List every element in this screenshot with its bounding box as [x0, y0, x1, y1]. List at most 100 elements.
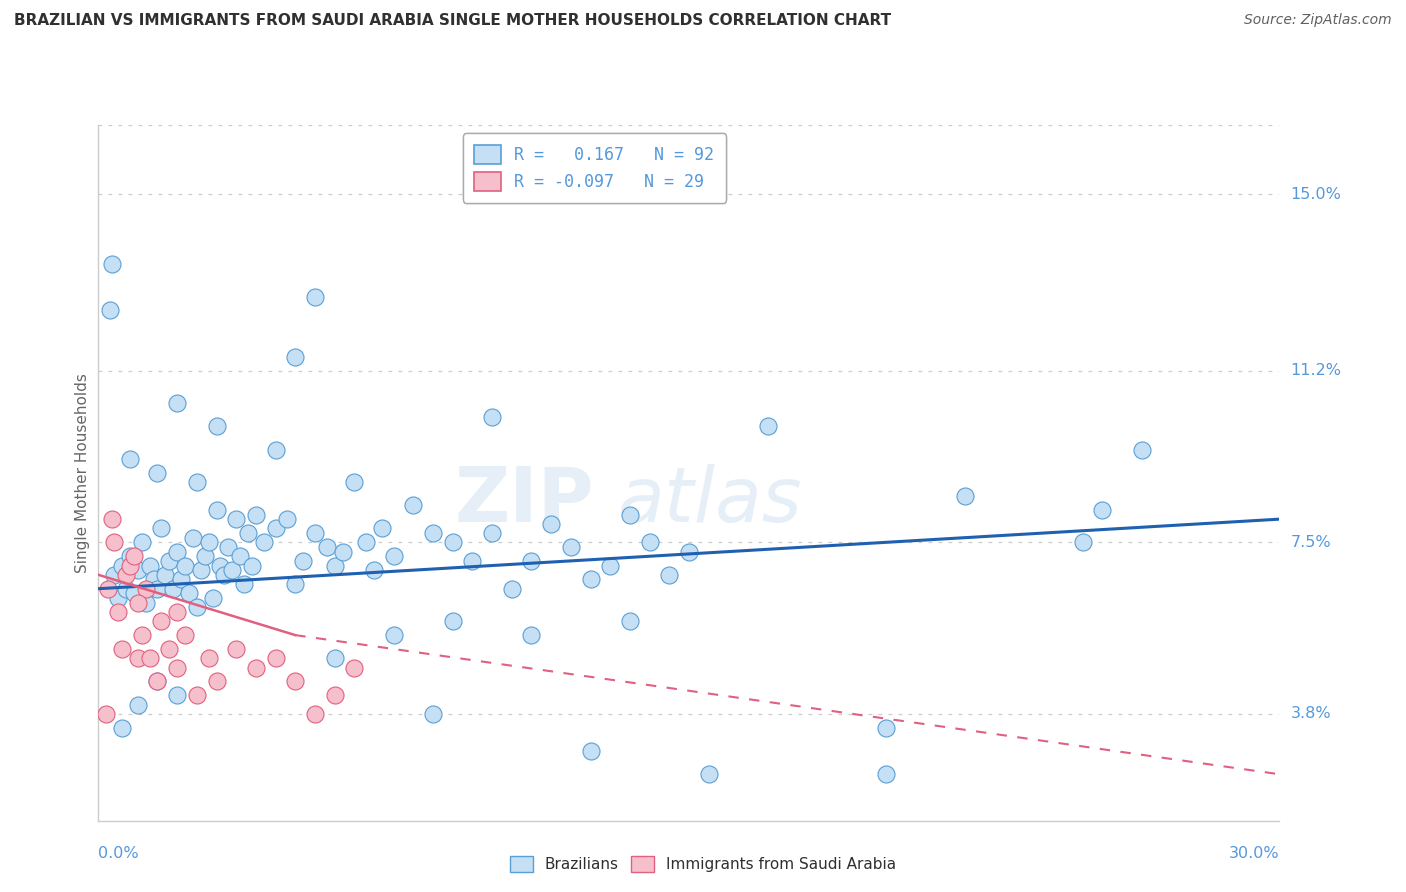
- Point: [177, 586, 200, 600]
- Text: ZIP: ZIP: [456, 464, 595, 538]
- Point: [323, 651, 346, 665]
- Point: [101, 512, 124, 526]
- Point: [638, 535, 661, 549]
- Point: [264, 442, 287, 457]
- Point: [146, 674, 169, 689]
- Point: [214, 567, 236, 582]
- Point: [678, 544, 700, 558]
- Point: [166, 544, 188, 558]
- Point: [138, 558, 160, 573]
- Point: [240, 558, 263, 573]
- Point: [284, 577, 307, 591]
- Point: [264, 521, 287, 535]
- Point: [174, 628, 197, 642]
- Point: [150, 521, 173, 535]
- Point: [245, 508, 267, 522]
- Point: [382, 549, 405, 564]
- Point: [304, 526, 326, 541]
- Point: [205, 419, 228, 434]
- Point: [221, 563, 243, 577]
- Text: atlas: atlas: [619, 464, 803, 538]
- Y-axis label: Single Mother Households: Single Mother Households: [75, 373, 90, 573]
- Point: [315, 540, 337, 554]
- Point: [186, 475, 208, 489]
- Point: [166, 396, 188, 410]
- Point: [323, 558, 346, 573]
- Point: [118, 549, 141, 564]
- Point: [658, 567, 681, 582]
- Point: [619, 614, 641, 628]
- Point: [363, 563, 385, 577]
- Point: [304, 289, 326, 303]
- Point: [118, 451, 141, 466]
- Point: [371, 521, 394, 535]
- Point: [264, 651, 287, 665]
- Point: [170, 573, 193, 587]
- Point: [205, 674, 228, 689]
- Point: [157, 554, 180, 568]
- Text: Source: ZipAtlas.com: Source: ZipAtlas.com: [1244, 13, 1392, 28]
- Point: [122, 549, 145, 564]
- Point: [875, 767, 897, 781]
- Point: [343, 475, 366, 489]
- Point: [111, 721, 134, 735]
- Point: [323, 689, 346, 703]
- Point: [422, 706, 444, 721]
- Point: [194, 549, 217, 564]
- Point: [103, 567, 125, 582]
- Point: [1071, 535, 1094, 549]
- Point: [756, 419, 779, 434]
- Point: [135, 582, 157, 596]
- Point: [1130, 442, 1153, 457]
- Point: [186, 689, 208, 703]
- Point: [225, 642, 247, 657]
- Point: [560, 540, 582, 554]
- Point: [101, 257, 124, 271]
- Point: [217, 540, 239, 554]
- Point: [146, 466, 169, 480]
- Point: [501, 582, 523, 596]
- Point: [107, 605, 129, 619]
- Text: 30.0%: 30.0%: [1229, 846, 1279, 861]
- Point: [236, 526, 259, 541]
- Point: [97, 582, 120, 596]
- Point: [190, 563, 212, 577]
- Point: [382, 628, 405, 642]
- Point: [118, 558, 141, 573]
- Point: [402, 498, 425, 512]
- Text: 7.5%: 7.5%: [1291, 535, 1331, 549]
- Point: [96, 706, 118, 721]
- Point: [441, 535, 464, 549]
- Point: [304, 706, 326, 721]
- Point: [540, 516, 562, 531]
- Point: [354, 535, 377, 549]
- Point: [245, 660, 267, 674]
- Point: [155, 567, 177, 582]
- Point: [599, 558, 621, 573]
- Point: [162, 582, 184, 596]
- Point: [343, 660, 366, 674]
- Point: [461, 554, 484, 568]
- Point: [146, 582, 169, 596]
- Point: [422, 526, 444, 541]
- Point: [579, 573, 602, 587]
- Point: [107, 591, 129, 605]
- Point: [225, 512, 247, 526]
- Text: BRAZILIAN VS IMMIGRANTS FROM SAUDI ARABIA SINGLE MOTHER HOUSEHOLDS CORRELATION C: BRAZILIAN VS IMMIGRANTS FROM SAUDI ARABI…: [14, 13, 891, 29]
- Point: [135, 596, 157, 610]
- Point: [579, 744, 602, 758]
- Point: [697, 767, 720, 781]
- Point: [146, 674, 169, 689]
- Point: [157, 642, 180, 657]
- Point: [276, 512, 298, 526]
- Point: [138, 651, 160, 665]
- Point: [115, 567, 138, 582]
- Text: 11.2%: 11.2%: [1291, 363, 1341, 378]
- Point: [181, 531, 204, 545]
- Point: [481, 410, 503, 425]
- Point: [150, 614, 173, 628]
- Legend: Brazilians, Immigrants from Saudi Arabia: Brazilians, Immigrants from Saudi Arabia: [502, 848, 904, 880]
- Point: [122, 586, 145, 600]
- Point: [127, 596, 149, 610]
- Point: [229, 549, 252, 564]
